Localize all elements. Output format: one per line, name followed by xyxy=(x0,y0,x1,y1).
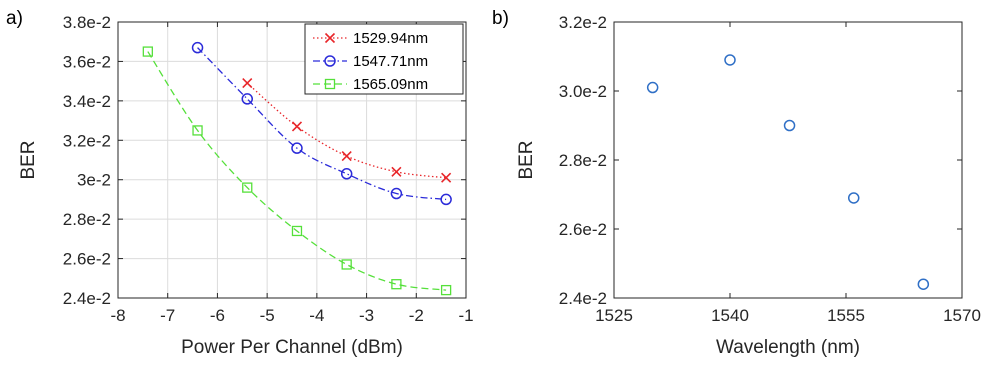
data-point xyxy=(341,259,352,270)
data-point xyxy=(242,78,253,89)
series-line xyxy=(147,51,447,291)
data-point xyxy=(391,166,402,177)
chart-b: 1525 1540 1555 1570 2.4e-2 2.6e-2 2.8e-2 3.0e-2… xyxy=(516,13,981,358)
y-tick-label: 3.8e-2 xyxy=(63,13,111,32)
x-tick-label: -7 xyxy=(160,306,175,325)
series-line xyxy=(246,82,447,179)
data-point xyxy=(241,93,254,105)
data-point xyxy=(242,182,253,193)
legend-label: 1547.71nm xyxy=(353,53,428,70)
x-tick-label: 1525 xyxy=(595,306,633,325)
legend-marker xyxy=(324,78,336,90)
chart-a: -8 -7 -6 -5 -4 -3 -2 -1 2.4e-2 2.6e-2 2.8e-2 3e-2 3.… xyxy=(18,13,474,358)
legend-label: 1529.94nm xyxy=(353,30,428,47)
data-point xyxy=(192,125,203,136)
y-tick-label: 3.2e-2 xyxy=(63,131,111,150)
series-line xyxy=(197,47,447,201)
y-tick-label: 2.6e-2 xyxy=(63,250,111,269)
x-tick-label: -1 xyxy=(458,306,473,325)
y-tick-label: 2.4e-2 xyxy=(559,289,607,308)
legend-marker xyxy=(324,32,336,44)
x-tick-label: -8 xyxy=(110,306,125,325)
data-point xyxy=(340,168,353,180)
y-axis-label: BER xyxy=(516,140,537,179)
data-point xyxy=(191,41,204,54)
y-tick-label: 3.6e-2 xyxy=(63,52,111,71)
y-axis-label: BER xyxy=(18,140,39,179)
data-point xyxy=(291,121,303,132)
x-axis-label: Wavelength (nm) xyxy=(716,337,860,358)
data-point xyxy=(391,279,402,290)
panel-a-label: a) xyxy=(6,8,23,29)
x-tick-label: -3 xyxy=(359,306,374,325)
data-point xyxy=(783,119,796,132)
data-point xyxy=(917,278,930,290)
x-tick-label: 1570 xyxy=(943,306,981,325)
data-point xyxy=(724,54,736,66)
x-tick-label: -5 xyxy=(260,306,275,325)
y-tick-label: 3.0e-2 xyxy=(559,82,607,101)
x-tick-label: -2 xyxy=(409,306,424,325)
data-point xyxy=(440,193,452,206)
data-point xyxy=(440,284,452,296)
y-tick-label: 2.6e-2 xyxy=(559,220,607,239)
legend-label: 1565.09nm xyxy=(353,76,428,93)
data-point xyxy=(441,172,452,183)
x-tick-label: -6 xyxy=(210,306,225,325)
y-tick-label: 3.4e-2 xyxy=(63,92,111,111)
plot-frame xyxy=(613,21,963,299)
y-tick-label: 2.8e-2 xyxy=(559,151,607,170)
data-point xyxy=(390,187,403,200)
y-tick-label: 3.2e-2 xyxy=(559,13,607,32)
x-axis-label: Power Per Channel (dBm) xyxy=(181,337,403,358)
x-tick-label: -4 xyxy=(309,306,324,325)
panel-b-label: b) xyxy=(492,8,509,29)
data-point xyxy=(142,46,153,57)
data-point xyxy=(341,150,352,162)
y-tick-label: 2.4e-2 xyxy=(63,289,111,308)
x-tick-label: 1555 xyxy=(827,306,865,325)
y-tick-label: 2.8e-2 xyxy=(63,210,111,229)
plot-frame xyxy=(117,21,467,299)
data-point xyxy=(291,225,303,237)
data-point xyxy=(646,81,659,94)
data-point xyxy=(291,142,303,154)
legend-marker xyxy=(324,55,336,67)
y-tick-label: 3e-2 xyxy=(77,171,111,190)
x-tick-label: 1540 xyxy=(711,306,749,325)
data-point xyxy=(847,192,860,204)
